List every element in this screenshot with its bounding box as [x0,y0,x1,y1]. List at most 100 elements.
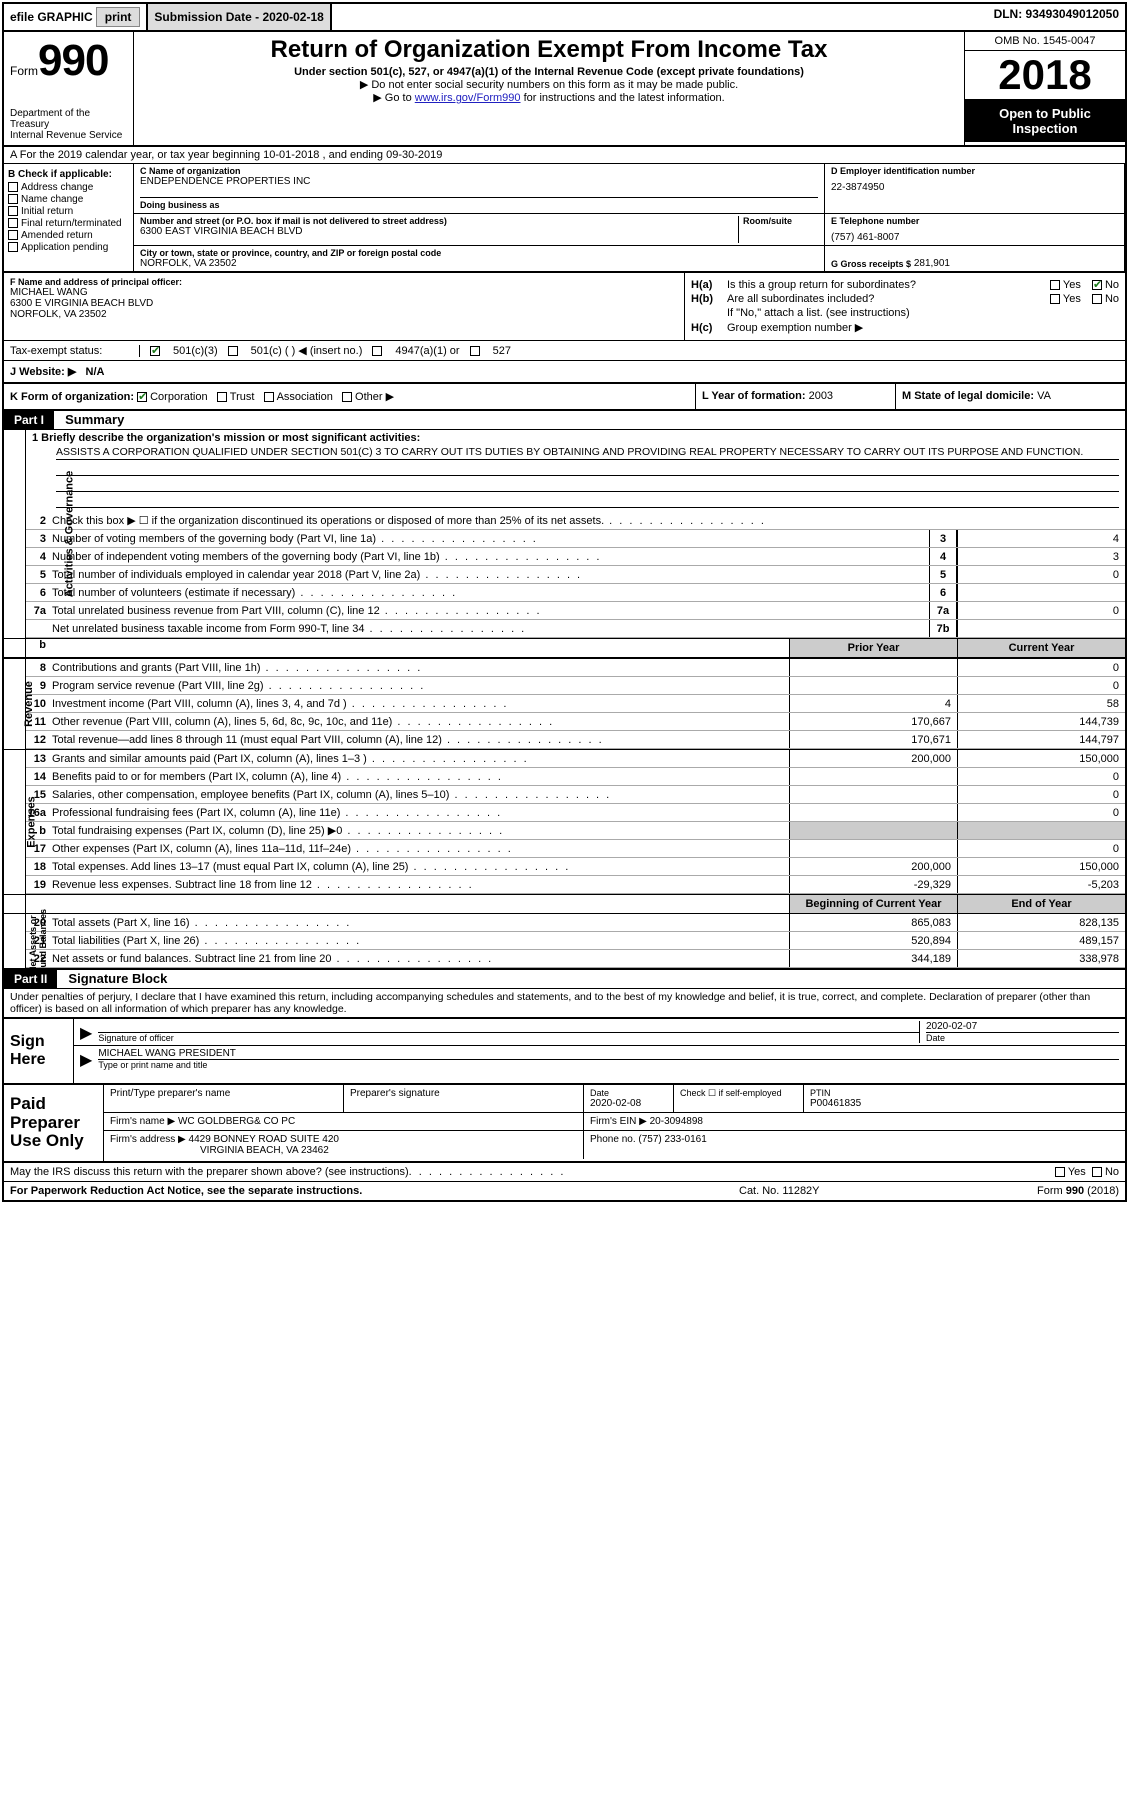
prior-value [789,768,957,785]
chk-501c3[interactable] [150,346,160,356]
line-value: 0 [957,566,1125,583]
form-number: 990 [38,36,108,85]
current-value: 144,739 [957,713,1125,730]
chk-final-return[interactable] [8,218,18,228]
paid-preparer-block: Paid Preparer Use Only Print/Type prepar… [4,1083,1125,1163]
hb-label: H(b) [691,293,727,305]
prep-sig-label: Preparer's signature [344,1085,584,1112]
line-text: Contributions and grants (Part VIII, lin… [52,661,789,675]
form-header: Form990 Department of the Treasury Inter… [4,32,1125,147]
print-button[interactable]: print [96,7,141,27]
line-box: 5 [929,566,957,583]
chk-amended[interactable] [8,230,18,240]
summary-line-7a: 7a Total unrelated business revenue from… [26,602,1125,620]
self-employed-check: Check ☐ if self-employed [674,1085,804,1112]
dln-number: DLN: 93493049012050 [988,4,1125,30]
chk-discuss-no[interactable] [1092,1167,1102,1177]
sign-here-block: Sign Here ▶ Signature of officer 2020-02… [4,1017,1125,1083]
irs-discuss-row: May the IRS discuss this return with the… [4,1163,1125,1182]
line-value: 4 [957,530,1125,547]
side-revenue: Revenue [23,681,35,727]
line-12: 12 Total revenue—add lines 8 through 11 … [26,731,1125,749]
line-11: 11 Other revenue (Part VIII, column (A),… [26,713,1125,731]
line-14: 14 Benefits paid to or for members (Part… [26,768,1125,786]
prior-value: 170,671 [789,731,957,748]
prior-value: 4 [789,695,957,712]
line-18: 18 Total expenses. Add lines 13–17 (must… [26,858,1125,876]
sign-here-label: Sign Here [4,1019,74,1083]
line-num: 14 [26,771,52,783]
d-label: D Employer identification number [831,166,1118,176]
row-i-tax-exempt: Tax-exempt status: 501(c)(3) 501(c) ( ) … [4,340,1125,361]
line-text: Net unrelated business taxable income fr… [52,622,929,636]
chk-527[interactable] [470,346,480,356]
firm-addr-1: 4429 BONNEY ROAD SUITE 420 [189,1134,339,1145]
chk-ha-yes[interactable] [1050,280,1060,290]
type-print-label: Type or print name and title [98,1059,1119,1070]
form-990-bold: 990 [1066,1185,1084,1197]
line-16a: 16a Professional fundraising fees (Part … [26,804,1125,822]
prep-name-label: Print/Type preparer's name [104,1085,344,1112]
current-value: 828,135 [957,914,1125,931]
opt-4947: 4947(a)(1) or [395,345,459,357]
chk-hb-no[interactable] [1092,294,1102,304]
ha-question: Is this a group return for subordinates? [727,279,1042,291]
current-value [957,822,1125,839]
g-label: G Gross receipts $ [831,259,911,269]
line-text: Total unrelated business revenue from Pa… [52,604,929,618]
form990-link[interactable]: www.irs.gov/Form990 [415,92,521,104]
firm-name: WC GOLDBERG& CO PC [178,1116,295,1127]
prior-value: -29,329 [789,876,957,893]
year-formation: 2003 [809,390,833,402]
line-text: Number of independent voting members of … [52,550,929,564]
chk-hb-yes[interactable] [1050,294,1060,304]
chk-501c[interactable] [228,346,238,356]
chk-address-change[interactable] [8,182,18,192]
phone-value: (757) 461-8007 [831,232,1118,243]
line-num: 8 [26,662,52,674]
hdr-end-year: End of Year [957,895,1125,913]
chk-assoc[interactable] [264,392,274,402]
mission-question: 1 Briefly describe the organization's mi… [32,432,1119,444]
officer-name: MICHAEL WANG [10,287,678,298]
opt-amended: Amended return [21,230,93,241]
line-box: 4 [929,548,957,565]
m-label: M State of legal domicile: [902,390,1034,402]
submission-date: Submission Date - 2020-02-18 [154,10,323,24]
chk-corp[interactable] [137,392,147,402]
hdr-current-year: Current Year [957,639,1125,657]
line-num: 19 [26,879,52,891]
form-ref: Form 990 (2018) [939,1185,1119,1197]
chk-application-pending[interactable] [8,242,18,252]
officer-addr1: 6300 E VIRGINIA BEACH BLVD [10,298,678,309]
col-headers-begin-end: Beginning of Current Year End of Year [4,894,1125,914]
arrow-icon: ▶ [80,1023,92,1043]
sub3-pre: ▶ Go to [373,92,414,104]
firm-ein-label: Firm's EIN ▶ [590,1116,647,1127]
chk-discuss-yes[interactable] [1055,1167,1065,1177]
chk-initial-return[interactable] [8,206,18,216]
current-value: 0 [957,840,1125,857]
b-header: B Check if applicable: [8,169,129,180]
line-10: 10 Investment income (Part VIII, column … [26,695,1125,713]
opt-other: Other ▶ [355,391,394,403]
tax-year: 2018 [965,51,1125,100]
arrow-icon-2: ▶ [80,1050,92,1070]
prior-value: 170,667 [789,713,957,730]
chk-4947[interactable] [372,346,382,356]
chk-ha-no[interactable] [1092,280,1102,290]
current-value: 0 [957,786,1125,803]
subtitle-2: ▶ Do not enter social security numbers o… [142,78,956,91]
line-b-spacer: b [26,639,52,657]
net-assets-group: Net Assets orFund Balances 20 Total asse… [4,914,1125,968]
chk-other[interactable] [342,392,352,402]
line-value [957,584,1125,601]
dept-treasury: Department of the Treasury [10,108,127,130]
chk-trust[interactable] [217,392,227,402]
line-15: 15 Salaries, other compensation, employe… [26,786,1125,804]
chk-name-change[interactable] [8,194,18,204]
summary-line-2: 2 Check this box ▶ ☐ if the organization… [26,512,1125,530]
current-value: 58 [957,695,1125,712]
discuss-no: No [1105,1166,1119,1178]
part-i-label: Part I [4,411,54,429]
